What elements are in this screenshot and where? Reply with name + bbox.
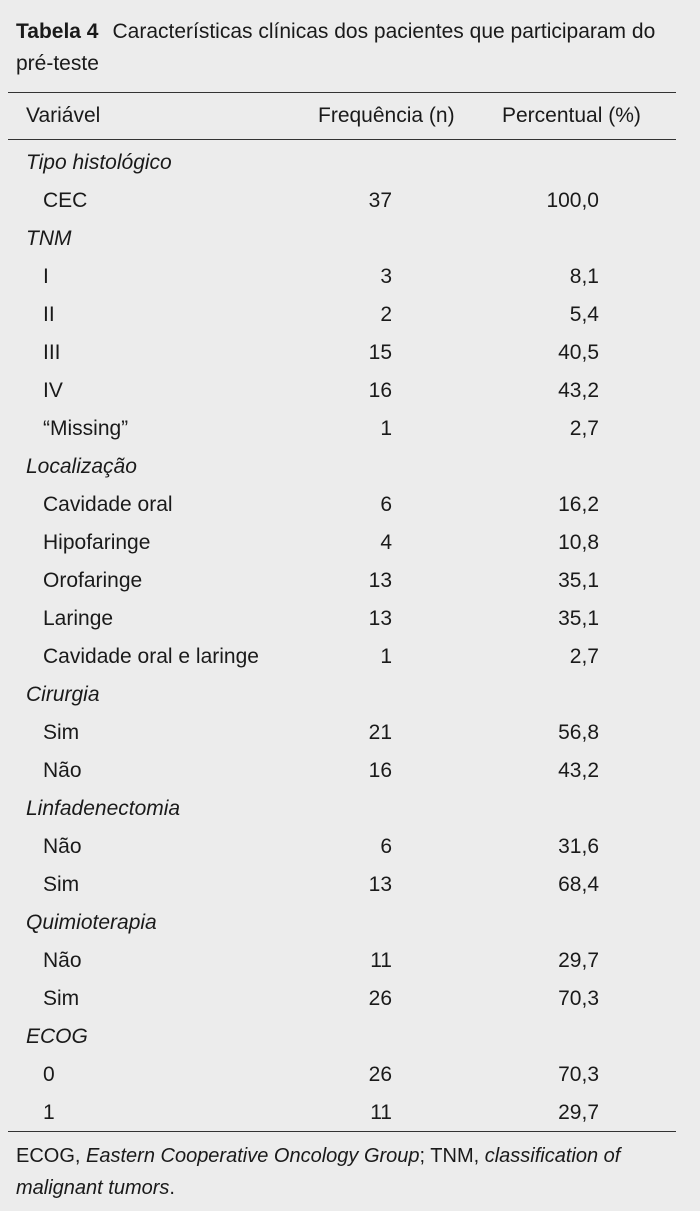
row-label: 0 (43, 1063, 55, 1086)
group-label: TNM (26, 227, 72, 250)
group-label: Cirurgia (26, 683, 100, 706)
frequency: 15 (368, 341, 392, 364)
percent: 5,4 (569, 303, 599, 326)
row-label: Cavidade oral (43, 493, 173, 516)
frequency: 11 (370, 949, 392, 972)
percent: 8,1 (569, 265, 599, 288)
row-label: III (43, 341, 61, 364)
row-label: “Missing” (43, 417, 129, 440)
percent: 43,2 (558, 379, 599, 402)
footnote-text: ECOG, (16, 1145, 87, 1167)
frequency: 26 (368, 987, 392, 1010)
percent: 100,0 (546, 189, 599, 212)
column-header: Percentual (%) (502, 104, 641, 127)
percent: 10,8 (558, 531, 599, 554)
header-rule (8, 139, 676, 140)
frequency: 21 (368, 721, 392, 744)
row-label: Não (43, 835, 82, 858)
percent: 31,6 (558, 835, 599, 858)
row-label: Orofaringe (43, 569, 143, 592)
row-label: Sim (43, 987, 80, 1010)
frequency: 13 (368, 873, 392, 896)
row-label: Hipofaringe (43, 531, 151, 554)
frequency: 6 (380, 835, 392, 858)
frequency: 3 (380, 265, 392, 288)
frequency: 6 (380, 493, 392, 516)
frequency: 13 (368, 607, 392, 630)
column-header: Frequência (n) (318, 104, 455, 127)
footnote-text: Eastern Cooperative Oncology Group (86, 1145, 420, 1167)
percent: 2,7 (569, 645, 599, 668)
percent: 35,1 (558, 607, 599, 630)
frequency: 1 (380, 645, 392, 668)
footnote: ECOG, Eastern Cooperative Oncology Group… (16, 1140, 681, 1204)
frequency: 1 (380, 417, 392, 440)
footnote-text: . (169, 1177, 175, 1199)
percent: 68,4 (558, 873, 599, 896)
top-rule (8, 92, 676, 93)
percent: 29,7 (558, 1101, 599, 1124)
caption-label: Tabela 4 (16, 20, 99, 43)
group-label: ECOG (26, 1025, 88, 1048)
row-label: Não (43, 759, 82, 782)
group-label: Linfadenectomia (26, 797, 181, 820)
percent: 70,3 (558, 987, 599, 1010)
percent: 35,1 (558, 569, 599, 592)
frequency: 2 (380, 303, 392, 326)
caption: Tabela 4 Características clínicas dos pac… (16, 16, 676, 80)
percent: 2,7 (569, 417, 599, 440)
percent: 16,2 (558, 493, 599, 516)
row-label: Sim (43, 721, 80, 744)
percent: 70,3 (558, 1063, 599, 1086)
footnote-text: ; TNM, (419, 1145, 485, 1167)
row-label: 1 (43, 1101, 55, 1124)
bottom-rule (8, 1131, 676, 1132)
footnote-text: classification of malignant tumors (16, 1145, 621, 1199)
row-label: IV (43, 379, 63, 402)
row-label: Sim (43, 873, 80, 896)
percent: 56,8 (558, 721, 599, 744)
percent: 43,2 (558, 759, 599, 782)
row-label: I (43, 265, 49, 288)
frequency: 16 (368, 379, 392, 402)
frequency: 13 (368, 569, 392, 592)
group-label: Tipo histológico (26, 151, 172, 174)
row-label: CEC (43, 189, 88, 212)
frequency: 4 (380, 531, 392, 554)
group-label: Quimioterapia (26, 911, 157, 934)
group-label: Localização (26, 455, 137, 478)
column-header: Variável (26, 104, 101, 127)
frequency: 26 (368, 1063, 392, 1086)
frequency: 16 (368, 759, 392, 782)
percent: 29,7 (558, 949, 599, 972)
row-label: Laringe (43, 607, 114, 630)
percent: 40,5 (558, 341, 599, 364)
frequency: 37 (368, 189, 392, 212)
row-label: Cavidade oral e laringe (43, 645, 259, 668)
row-label: Não (43, 949, 82, 972)
frequency: 11 (370, 1101, 392, 1124)
caption-text: Características clínicas dos pacientes q… (16, 20, 656, 75)
row-label: II (43, 303, 55, 326)
